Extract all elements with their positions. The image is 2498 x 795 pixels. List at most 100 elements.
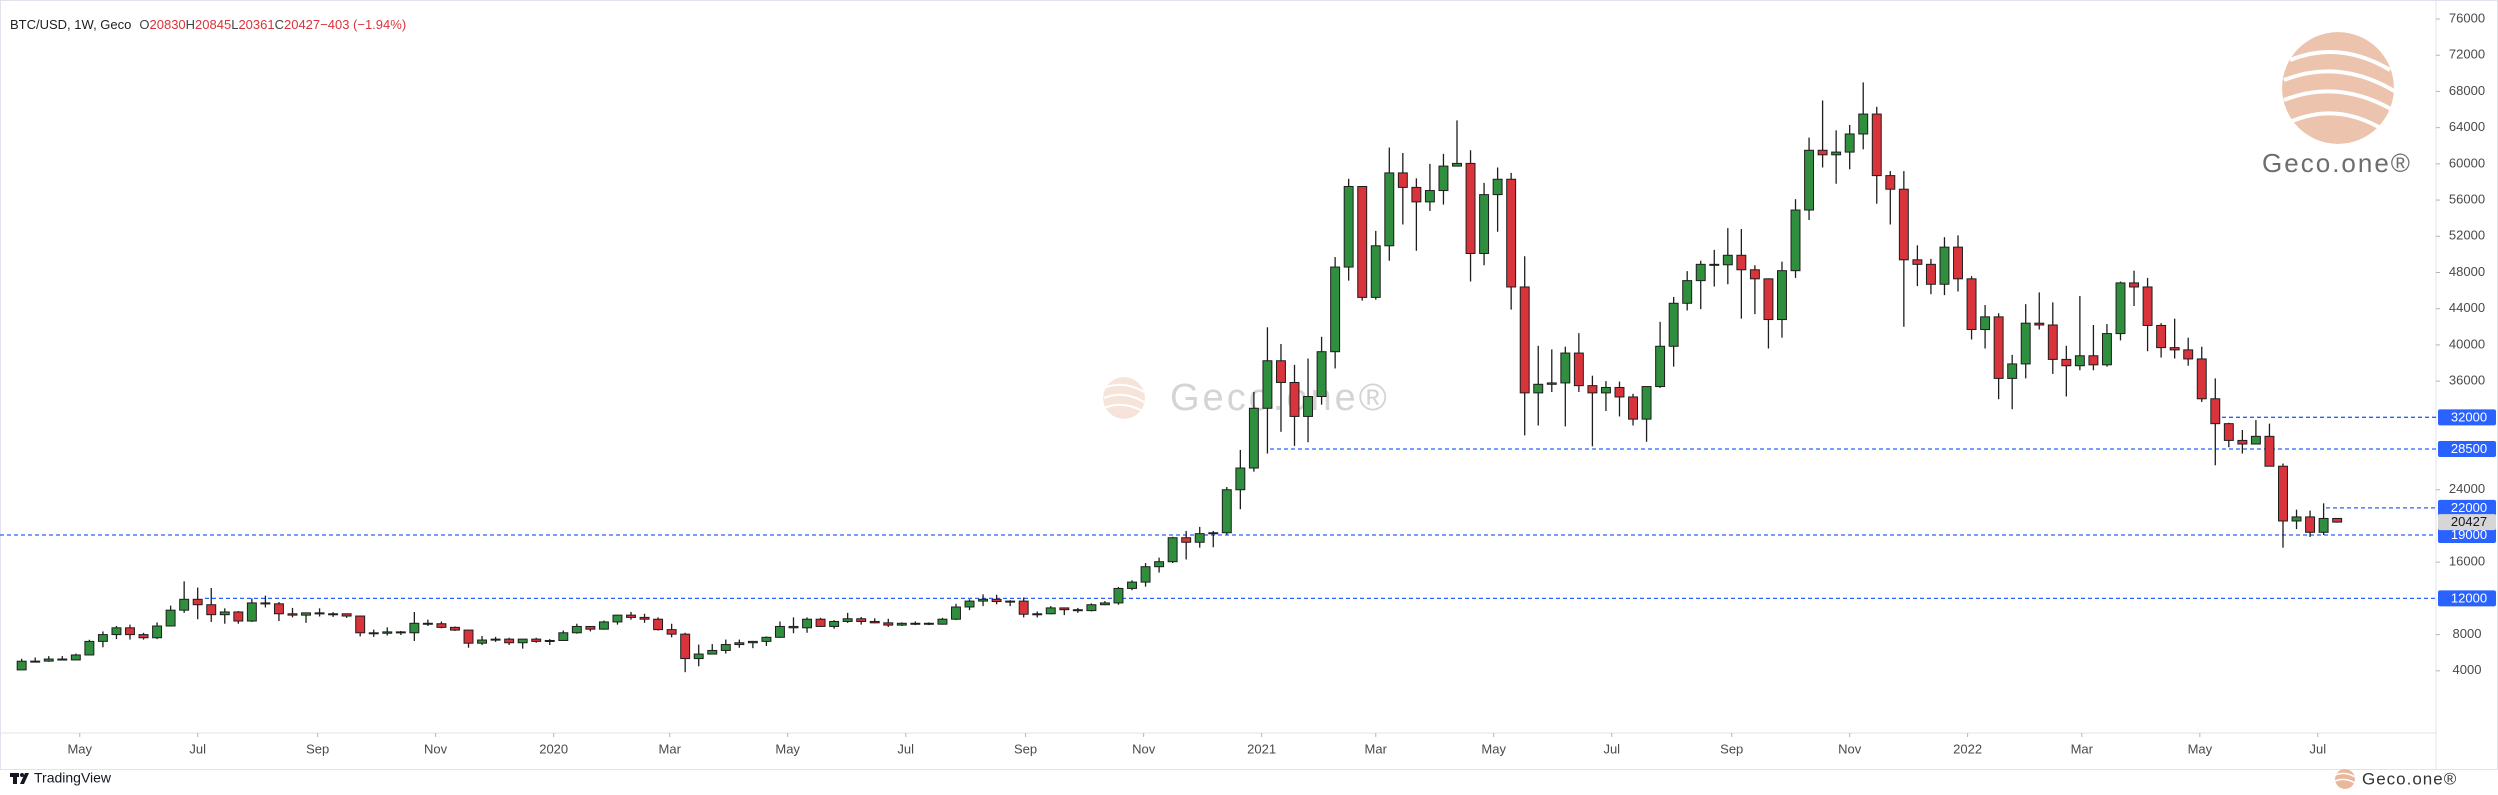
candle-body bbox=[2074, 355, 2085, 367]
candle-body bbox=[1993, 316, 2004, 379]
x-tick-label: Sep bbox=[306, 741, 329, 756]
candle-body bbox=[1777, 270, 1787, 321]
candle-body bbox=[1844, 133, 1855, 153]
candle-body bbox=[720, 644, 731, 651]
candle-body bbox=[1397, 172, 1408, 188]
level-box bbox=[2438, 409, 2496, 426]
y-tick-label: 48000 bbox=[2449, 264, 2485, 279]
candle-body bbox=[1452, 162, 1462, 167]
candle-body bbox=[1492, 178, 1503, 196]
y-tick-label: 24000 bbox=[2449, 481, 2485, 496]
candle-body bbox=[571, 625, 582, 634]
candle-body bbox=[1790, 209, 1801, 272]
candle-body bbox=[2332, 517, 2343, 523]
candle-body bbox=[111, 627, 122, 636]
x-tick-label: 2020 bbox=[539, 741, 568, 756]
x-tick-label: Mar bbox=[1365, 741, 1388, 756]
level-label: 32000 bbox=[2451, 409, 2487, 424]
level-box bbox=[2438, 441, 2496, 458]
y-tick-label: 76000 bbox=[2449, 10, 2485, 25]
candle-body bbox=[734, 642, 745, 646]
y-tick-label: 60000 bbox=[2449, 155, 2485, 170]
candle-body bbox=[653, 618, 664, 631]
candle-body bbox=[774, 625, 785, 638]
last-price-box bbox=[2438, 514, 2496, 531]
candle-body bbox=[1235, 467, 1246, 491]
watermark-bottom: Geco.one® bbox=[2362, 769, 2457, 788]
x-tick-label: May bbox=[1481, 741, 1506, 756]
ohlc-value: 20845 bbox=[195, 17, 232, 32]
candle-body bbox=[802, 618, 813, 629]
candle-body bbox=[1898, 188, 1909, 261]
candle-body bbox=[1560, 352, 1571, 384]
candle-body bbox=[883, 622, 894, 626]
candle-body bbox=[1343, 185, 1354, 268]
candle-body bbox=[1465, 162, 1476, 254]
level-box bbox=[2438, 499, 2496, 516]
y-tick-label: 68000 bbox=[2449, 83, 2485, 98]
ohlc-key: C bbox=[274, 17, 284, 32]
candle-body bbox=[1411, 186, 1422, 203]
candle-body bbox=[138, 634, 149, 639]
candle-body bbox=[233, 611, 244, 622]
ohlc-value: 20830 bbox=[149, 17, 186, 32]
candle-body bbox=[2237, 439, 2248, 445]
candle-body bbox=[355, 615, 366, 634]
candle-body bbox=[152, 625, 163, 639]
candle-body bbox=[2210, 398, 2221, 425]
candle-body bbox=[1573, 352, 1584, 387]
candle-body bbox=[2034, 322, 2045, 326]
candle-body bbox=[246, 602, 257, 622]
candle-body bbox=[1519, 286, 1530, 394]
candle-body bbox=[612, 614, 623, 623]
candle-body bbox=[2250, 435, 2261, 445]
candle-body bbox=[1858, 113, 1869, 135]
logo-top bbox=[2282, 32, 2394, 144]
candle-body bbox=[1736, 254, 1747, 271]
candle-body bbox=[382, 631, 393, 634]
y-tick-label: 56000 bbox=[2449, 192, 2485, 207]
y-tick-label: 36000 bbox=[2449, 373, 2485, 388]
y-tick-label: 72000 bbox=[2449, 47, 2485, 62]
candle-body bbox=[179, 598, 190, 611]
candle-body bbox=[1248, 407, 1259, 469]
y-tick-label: 52000 bbox=[2449, 228, 2485, 243]
candle-body bbox=[829, 620, 840, 627]
candle-body bbox=[504, 638, 515, 644]
y-tick-label: 8000 bbox=[2453, 626, 2482, 641]
x-tick-label: 2022 bbox=[1953, 741, 1982, 756]
candle-body bbox=[125, 627, 135, 636]
candle-body bbox=[531, 638, 542, 642]
candle-body bbox=[517, 638, 528, 644]
watermark-center: Geco.one® bbox=[1170, 377, 1390, 419]
candle-body bbox=[1005, 600, 1016, 603]
candle-body bbox=[450, 626, 460, 631]
candle-body bbox=[43, 658, 54, 662]
candle-body bbox=[30, 660, 41, 663]
ohlc-key: O bbox=[139, 17, 150, 32]
candle-body bbox=[1546, 382, 1557, 385]
candle-body bbox=[761, 636, 772, 642]
candle-body bbox=[978, 598, 989, 602]
candle-body bbox=[1045, 607, 1056, 615]
candle-body bbox=[2264, 435, 2275, 467]
candle-body bbox=[815, 618, 826, 627]
candle-body bbox=[477, 639, 488, 644]
candle-body bbox=[1953, 246, 1963, 280]
candle-body bbox=[1506, 178, 1517, 288]
candle-body bbox=[2156, 324, 2167, 349]
legend-header: BTC/USD, 1W, Geco O20830H20845L20361C2042… bbox=[10, 17, 406, 32]
change: −403 (−1.94%) bbox=[320, 17, 407, 32]
candle-body bbox=[2169, 347, 2180, 351]
candle-body bbox=[1980, 316, 1991, 331]
candle-body bbox=[1086, 604, 1097, 612]
candle-body bbox=[1154, 561, 1165, 568]
x-tick-label: May bbox=[2188, 741, 2213, 756]
candle-body bbox=[964, 600, 975, 608]
candle-body bbox=[395, 631, 406, 634]
candle-body bbox=[788, 625, 799, 629]
x-tick-label: Nov bbox=[1838, 741, 1862, 756]
x-tick-label: Mar bbox=[2071, 741, 2094, 756]
level-box bbox=[2438, 527, 2496, 544]
candle-body bbox=[2088, 355, 2099, 366]
